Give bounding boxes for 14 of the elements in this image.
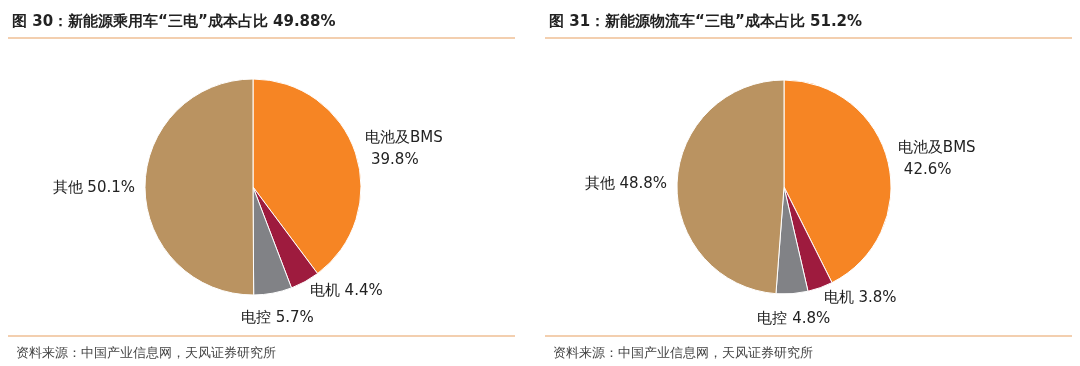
data-label: 39.8% (370, 149, 419, 168)
text: 资料来源：中国产业信息网，天风证券研究所 (553, 345, 813, 360)
slice-label: 电池及BMS (897, 138, 976, 157)
data-label: 42.6% (903, 160, 952, 179)
slice-label: 其他 48.8% (584, 173, 668, 192)
slice-label: 电控 4.8% (757, 308, 831, 327)
chart-title: 图 30：新能源乘用车“三电”成本占比 49.88% (12, 12, 336, 30)
slice-label: 电控 5.7% (240, 307, 314, 326)
slice-label: 其他 50.1% (52, 178, 135, 197)
chart-title: 图 31：新能源物流车“三电”成本占比 51.2% (549, 12, 863, 30)
slice-label: 电池及BMS (364, 127, 443, 146)
slice-label: 电机 4.4% (309, 281, 383, 300)
text: 资料来源：中国产业信息网，天风证券研究所 (16, 345, 276, 360)
slice-label: 电机 3.8% (823, 288, 897, 307)
